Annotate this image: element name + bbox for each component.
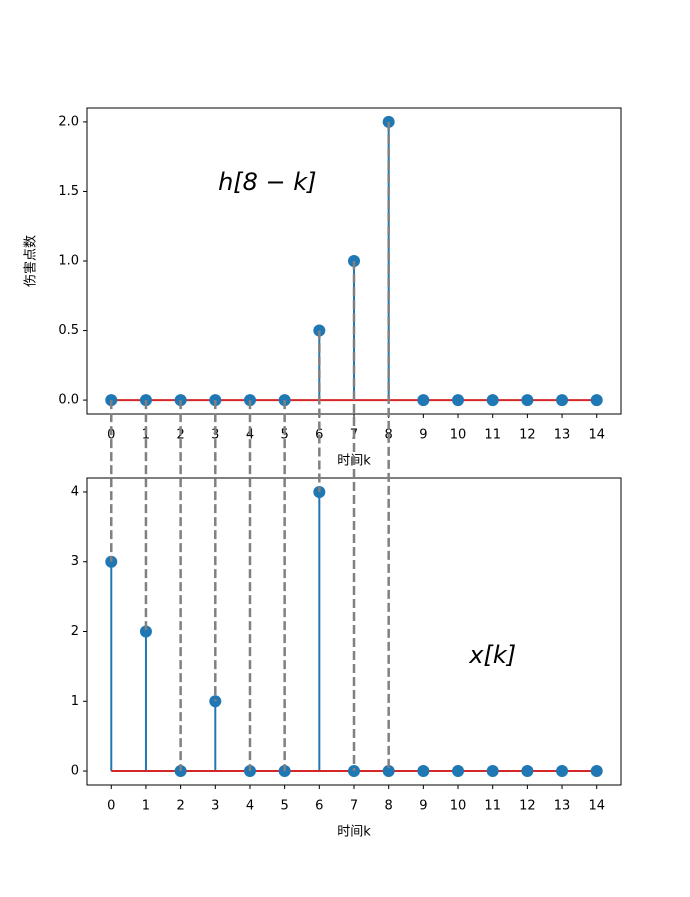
marker (382, 765, 395, 778)
marker (417, 394, 430, 407)
x-tick-label: 4 (246, 799, 254, 814)
y-tick-label: 0.5 (58, 323, 79, 338)
y-tick-label: 4 (71, 484, 79, 499)
marker (590, 394, 603, 407)
x-tick-label: 2 (176, 799, 184, 814)
x-tick-label: 13 (554, 428, 571, 443)
marker (590, 765, 603, 778)
x-tick-label: 12 (519, 428, 536, 443)
x-tick-label: 10 (450, 428, 467, 443)
x-tick-label: 12 (519, 799, 536, 814)
x-tick-label: 14 (588, 428, 605, 443)
marker (556, 394, 569, 407)
x-tick-label: 6 (315, 799, 323, 814)
marker (452, 765, 465, 778)
x-tick-label: 1 (142, 799, 150, 814)
x-tick-label: 0 (107, 799, 115, 814)
y-tick-label: 1.5 (58, 184, 79, 199)
y-tick-label: 2.0 (58, 114, 79, 129)
x-tick-label: 11 (484, 428, 501, 443)
y-tick-label: 2 (71, 624, 79, 639)
y-tick-label: 0.0 (58, 393, 79, 408)
x-tick-label: 10 (450, 799, 467, 814)
marker (486, 765, 499, 778)
marker (521, 765, 534, 778)
y-tick-label: 0 (71, 764, 79, 779)
x-tick-label: 9 (419, 799, 427, 814)
x-tick-label: 8 (385, 799, 393, 814)
marker (278, 765, 291, 778)
marker (174, 765, 187, 778)
x-tick-label: 5 (281, 799, 289, 814)
marker (486, 394, 499, 407)
x-tick-label: 9 (419, 428, 427, 443)
marker (417, 765, 430, 778)
annotation: h[8 − k] (218, 168, 316, 196)
marker (556, 765, 569, 778)
marker (521, 394, 534, 407)
y-tick-label: 1 (71, 694, 79, 709)
x-tick-label: 7 (350, 799, 358, 814)
marker (452, 394, 465, 407)
x-axis-label: 时间k (337, 825, 371, 840)
x-tick-label: 13 (554, 799, 571, 814)
y-tick-label: 1.0 (58, 254, 79, 269)
x-tick-label: 3 (211, 799, 219, 814)
x-tick-label: 11 (484, 799, 501, 814)
marker (243, 765, 256, 778)
y-tick-label: 3 (71, 554, 79, 569)
y-axis-label: 伤害点数 (23, 235, 39, 287)
annotation: x[k] (468, 641, 516, 669)
marker (139, 625, 152, 638)
x-tick-label: 14 (588, 799, 605, 814)
